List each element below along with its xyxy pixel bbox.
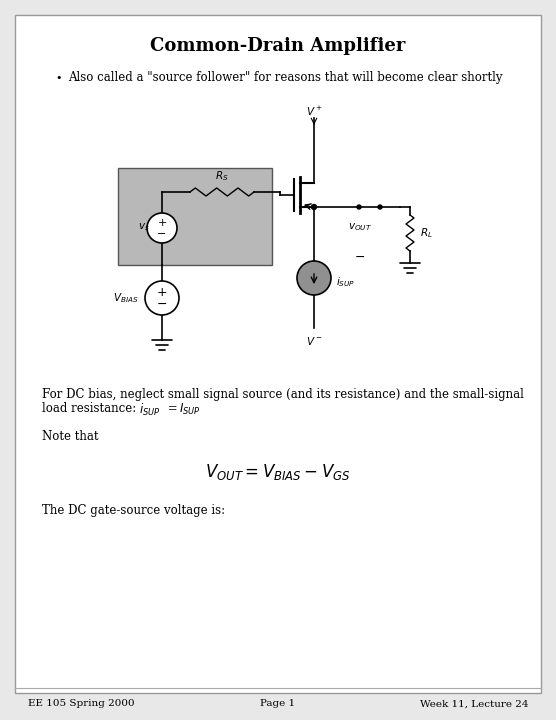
Text: Note that: Note that	[42, 430, 98, 443]
Text: $i_{SUP}$: $i_{SUP}$	[336, 275, 355, 289]
Text: −: −	[157, 297, 167, 310]
Text: The DC gate-source voltage is:: The DC gate-source voltage is:	[42, 504, 225, 517]
Text: load resistance:: load resistance:	[42, 402, 140, 415]
Text: +: +	[157, 286, 167, 299]
Text: $R_L$: $R_L$	[420, 226, 433, 240]
Circle shape	[297, 261, 331, 295]
Circle shape	[311, 204, 316, 210]
Text: $V_{BIAS}$: $V_{BIAS}$	[113, 291, 139, 305]
Text: EE 105 Spring 2000: EE 105 Spring 2000	[28, 700, 135, 708]
Circle shape	[378, 205, 382, 209]
Text: Week 11, Lecture 24: Week 11, Lecture 24	[419, 700, 528, 708]
Text: −: −	[157, 229, 167, 239]
Text: Page 1: Page 1	[260, 700, 296, 708]
Text: $R_S$: $R_S$	[215, 169, 229, 183]
Text: $v_s$: $v_s$	[138, 221, 150, 233]
Circle shape	[357, 205, 361, 209]
Text: $v_{OUT}$: $v_{OUT}$	[348, 221, 372, 233]
Text: $V^+$: $V^+$	[306, 105, 322, 118]
Text: +: +	[157, 218, 167, 228]
Text: $V^-$: $V^-$	[306, 335, 322, 347]
Text: •: •	[55, 73, 62, 83]
Text: $V_{OUT} = V_{BIAS} - V_{GS}$: $V_{OUT} = V_{BIAS} - V_{GS}$	[205, 462, 351, 482]
Text: Common-Drain Amplifier: Common-Drain Amplifier	[150, 37, 406, 55]
Text: $i_{SUP}$: $i_{SUP}$	[139, 402, 161, 418]
Text: −: −	[355, 251, 365, 264]
Circle shape	[147, 213, 177, 243]
Text: =: =	[164, 402, 181, 415]
Bar	[118, 168, 272, 265]
Text: $I_{SUP}$: $I_{SUP}$	[179, 402, 201, 417]
Text: Also called a "source follower" for reasons that will become clear shortly: Also called a "source follower" for reas…	[68, 71, 503, 84]
Circle shape	[145, 281, 179, 315]
Text: For DC bias, neglect small signal source (and its resistance) and the small-sign: For DC bias, neglect small signal source…	[42, 388, 524, 401]
